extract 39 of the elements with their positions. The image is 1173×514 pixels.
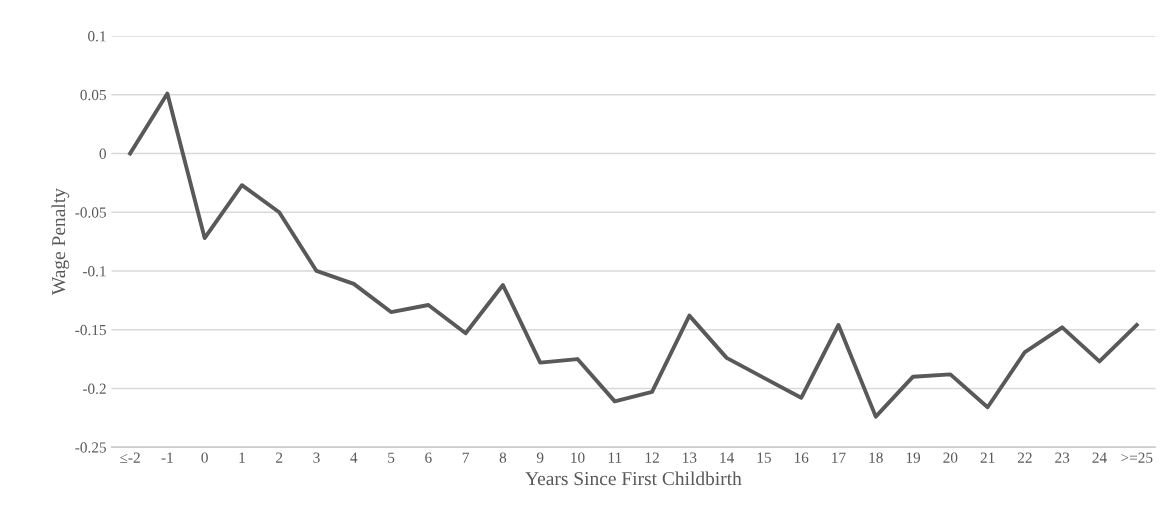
x-tick-label: 6 — [425, 452, 432, 463]
x-tick-label: 12 — [645, 452, 659, 463]
x-tick-label: 1 — [239, 452, 245, 463]
y-tick-label: -0.05 — [75, 207, 106, 218]
y-tick-label: 0.1 — [88, 31, 106, 42]
x-tick-label: >=25 — [1121, 452, 1153, 463]
x-tick-label: 4 — [350, 452, 358, 463]
x-tick-label: 23 — [1055, 452, 1070, 463]
x-tick-label: 16 — [794, 452, 809, 463]
y-tick-label: 0.05 — [80, 89, 106, 101]
y-tick-label: -0.15 — [75, 324, 106, 336]
y-tick-label: -0.25 — [75, 442, 106, 453]
x-tick-label: 21 — [980, 452, 995, 463]
x-tick-label: 15 — [757, 452, 771, 463]
y-tick-label: 0 — [99, 148, 106, 159]
x-tick-label: 5 — [388, 452, 395, 463]
x-tick-label: ≤-2 — [120, 452, 140, 463]
x-tick-label: -1 — [161, 452, 173, 463]
x-tick-label: 24 — [1092, 452, 1107, 463]
x-tick-label: 7 — [462, 452, 470, 463]
y-tick-label: -0.2 — [82, 383, 106, 394]
x-tick-label: 9 — [536, 452, 544, 463]
x-tick-label: 17 — [832, 452, 846, 463]
x-tick-label: 3 — [313, 452, 320, 463]
y-tick-label: -0.1 — [82, 266, 106, 277]
x-tick-label: 20 — [943, 452, 958, 463]
x-tick-label: 14 — [720, 452, 735, 463]
x-tick-label: 13 — [683, 452, 697, 463]
y-axis-title: Wage Penalty — [51, 188, 70, 296]
x-tick-label: 8 — [499, 452, 507, 463]
x-tick-label: 18 — [869, 452, 883, 463]
x-tick-label: 2 — [276, 452, 283, 463]
x-axis-title: Years Since First Childbirth — [525, 471, 742, 486]
line-series — [128, 91, 1139, 419]
x-tick-label: 11 — [608, 452, 622, 463]
x-tick-label: 22 — [1017, 452, 1032, 463]
x-tick-label: 0 — [201, 452, 208, 463]
x-tick-label: 10 — [571, 452, 585, 463]
x-tick-label: 19 — [906, 452, 921, 463]
